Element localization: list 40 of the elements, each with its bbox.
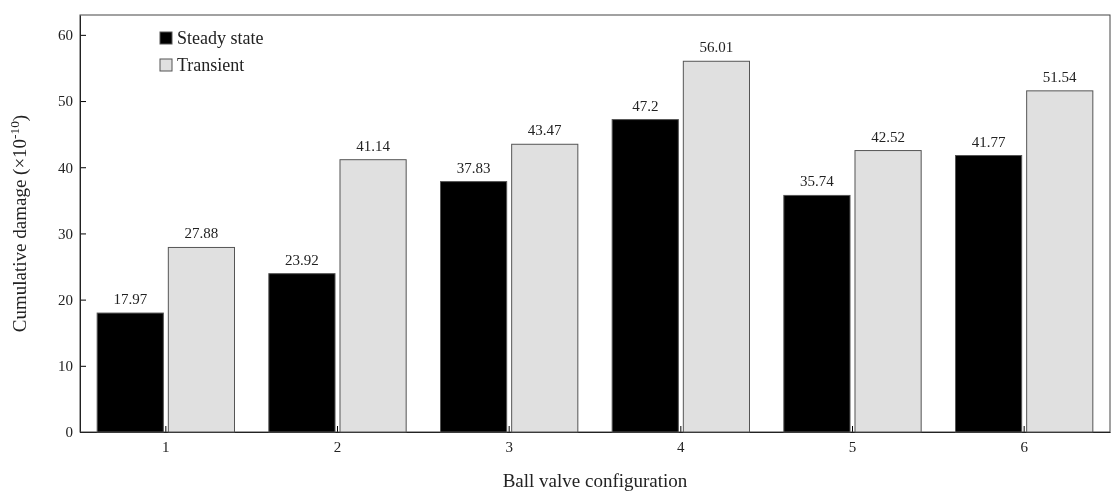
bar <box>339 159 407 433</box>
data-label: 23.92 <box>285 251 319 268</box>
data-label: 41.77 <box>971 133 1006 150</box>
data-label: 35.74 <box>800 173 835 190</box>
y-tick-label: 50 <box>58 93 73 110</box>
x-tick-label: 5 <box>848 438 857 455</box>
x-tick-label: 3 <box>505 438 513 455</box>
bar <box>96 312 164 433</box>
y-tick-label: 0 <box>65 424 73 441</box>
data-label: 42.52 <box>871 128 905 145</box>
legend-label: Transient <box>177 55 245 75</box>
bar <box>611 119 679 433</box>
data-label: 17.97 <box>113 291 148 308</box>
bar <box>783 194 851 433</box>
x-axis-title: Ball valve configuration <box>502 470 688 491</box>
x-tick-label: 6 <box>1020 438 1029 455</box>
y-tick-label: 40 <box>58 159 73 176</box>
y-tick-label: 60 <box>58 27 73 44</box>
bar <box>511 143 579 433</box>
bar <box>167 246 235 433</box>
data-label: 27.88 <box>184 225 219 242</box>
y-tick-label: 20 <box>58 291 73 308</box>
data-label: 47.2 <box>632 97 659 114</box>
legend-label: Steady state <box>177 28 264 48</box>
data-label: 37.83 <box>456 159 491 176</box>
bar <box>854 150 922 433</box>
y-tick-label: 10 <box>58 358 73 375</box>
data-label: 43.47 <box>527 122 563 139</box>
x-tick-label: 2 <box>333 438 342 455</box>
bar <box>682 60 750 433</box>
bar <box>955 155 1023 433</box>
x-tick-label: 4 <box>677 438 686 455</box>
bar <box>268 273 336 433</box>
data-label: 56.01 <box>699 39 734 56</box>
bar <box>440 181 508 433</box>
data-label: 51.54 <box>1042 68 1078 85</box>
y-tick-label: 30 <box>58 225 73 242</box>
bar <box>1026 90 1094 433</box>
x-tick-label: 1 <box>162 438 170 455</box>
data-label: 41.14 <box>356 137 391 154</box>
